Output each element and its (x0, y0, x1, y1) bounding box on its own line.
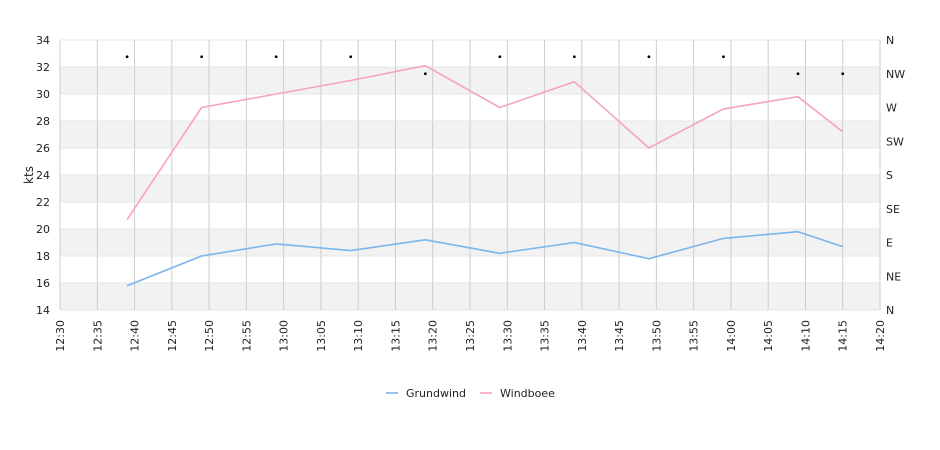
y-tick-label: 26 (36, 142, 50, 155)
series-lines (126, 64, 844, 287)
x-tick-label: 14:10 (799, 320, 812, 352)
x-tick-label: 12:55 (240, 320, 253, 352)
direction-marker (125, 55, 129, 59)
direction-tick-label: NE (886, 270, 901, 283)
x-tick-label: 13:50 (650, 320, 663, 352)
direction-tick-label: N (886, 304, 894, 317)
direction-marker (423, 72, 427, 76)
y-tick-label: 30 (36, 88, 50, 101)
x-tick-label: 13:40 (576, 320, 589, 352)
direction-axis-ticks: N NE E SE S SW W NW N (886, 34, 905, 317)
x-tick-label: 14:05 (762, 320, 775, 352)
x-tick-label: 13:45 (613, 320, 626, 352)
y-axis-label: kts (22, 166, 36, 184)
y-tick-label: 34 (36, 34, 50, 47)
y-tick-label: 18 (36, 250, 50, 263)
x-tick-label: 13:15 (389, 320, 402, 352)
direction-marker (796, 72, 800, 76)
x-tick-label: 12:30 (54, 320, 67, 352)
x-tick-label: 13:00 (278, 320, 291, 352)
y-tick-label: 32 (36, 61, 50, 74)
direction-marker (200, 55, 204, 59)
x-tick-label: 13:55 (688, 320, 701, 352)
x-tick-label: 13:35 (539, 320, 552, 352)
y-tick-label: 20 (36, 223, 50, 236)
x-axis-ticks: 12:30 12:35 12:40 12:45 12:50 12:55 13:00 13:05… (54, 320, 887, 352)
x-tick-label: 13:20 (427, 320, 440, 352)
direction-marker (349, 55, 353, 59)
x-tick-label: 12:35 (91, 320, 104, 352)
legend-label: Grundwind (406, 387, 466, 400)
x-tick-label: 13:10 (352, 320, 365, 352)
y-tick-label: 16 (36, 277, 50, 290)
direction-marker (647, 55, 651, 59)
x-tick-label: 13:25 (464, 320, 477, 352)
y-tick-label: 24 (36, 169, 50, 182)
direction-tick-label: E (886, 237, 893, 250)
y-axis-ticks: 14 16 18 20 22 24 26 28 30 32 34 (36, 34, 50, 317)
direction-marker (722, 55, 725, 59)
x-tick-label: 12:45 (166, 320, 179, 352)
direction-tick-label: N (886, 34, 894, 47)
x-tick-label: 12:50 (203, 320, 216, 352)
legend-label: Windboee (500, 387, 555, 400)
direction-tick-label: NW (886, 68, 905, 81)
direction-tick-label: W (886, 102, 897, 115)
direction-marker (841, 72, 845, 76)
x-tick-label: 13:30 (501, 320, 514, 352)
y-tick-label: 22 (36, 196, 50, 209)
series-line-windboee (126, 64, 844, 221)
x-tick-label: 14:15 (837, 320, 850, 352)
direction-tick-label: SW (886, 135, 904, 148)
horizontal-gridlines (60, 39, 880, 311)
direction-markers (125, 55, 845, 76)
x-tick-label: 13:05 (315, 320, 328, 352)
legend[interactable]: Grundwind Windboee (386, 387, 555, 400)
direction-tick-label: SE (886, 203, 900, 216)
x-tick-label: 14:20 (874, 320, 887, 352)
legend-item-windboee[interactable]: Windboee (480, 387, 555, 400)
x-tick-label: 14:00 (725, 320, 738, 352)
legend-item-grundwind[interactable]: Grundwind (386, 387, 466, 400)
y-tick-label: 14 (36, 304, 50, 317)
direction-marker (274, 55, 278, 59)
y-tick-label: 28 (36, 115, 50, 128)
direction-tick-label: S (886, 169, 893, 182)
direction-marker (498, 55, 502, 59)
series-line-grundwind (126, 230, 843, 287)
x-tick-label: 12:40 (129, 320, 142, 352)
direction-marker (572, 55, 576, 59)
